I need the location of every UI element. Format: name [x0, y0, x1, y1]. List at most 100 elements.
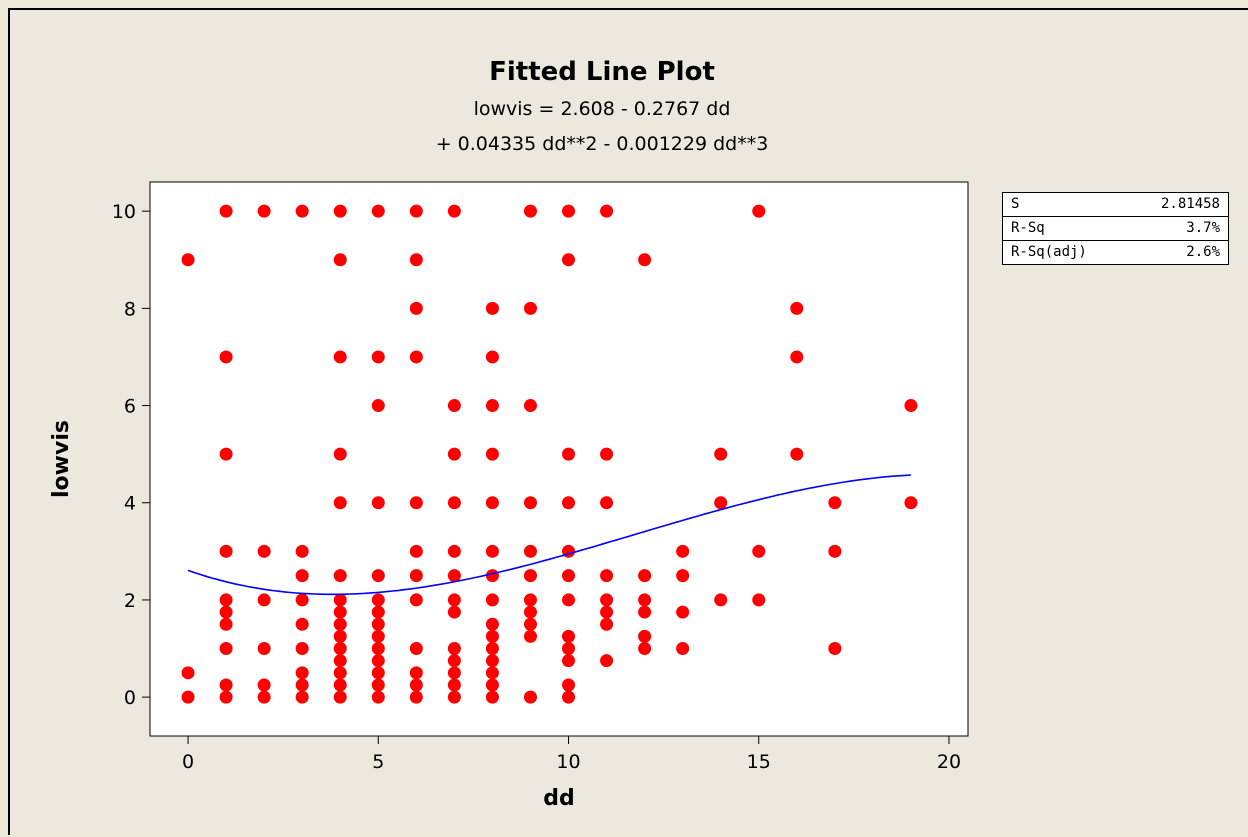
data-point — [295, 690, 309, 704]
data-point — [371, 629, 385, 643]
data-point — [333, 629, 347, 643]
data-point — [447, 642, 461, 656]
data-point — [828, 642, 842, 656]
data-point — [295, 593, 309, 607]
data-point — [600, 447, 614, 461]
data-point — [485, 654, 499, 668]
data-point — [371, 654, 385, 668]
data-point — [447, 678, 461, 692]
data-point — [485, 642, 499, 656]
data-point — [257, 204, 271, 218]
data-point — [219, 690, 233, 704]
data-point — [447, 666, 461, 680]
data-point — [523, 605, 537, 619]
x-tick-label: 0 — [182, 751, 194, 773]
data-point — [600, 605, 614, 619]
data-point — [409, 496, 423, 510]
data-point — [257, 690, 271, 704]
data-point — [523, 617, 537, 631]
data-point — [371, 350, 385, 364]
data-point — [257, 642, 271, 656]
data-point — [600, 617, 614, 631]
data-point — [562, 629, 576, 643]
data-point — [409, 666, 423, 680]
data-point — [219, 204, 233, 218]
plot-area — [149, 181, 969, 737]
data-point — [562, 569, 576, 583]
data-point — [485, 544, 499, 558]
data-point — [371, 642, 385, 656]
fitted-line-plot: Fitted Line Plot lowvis = 2.608 - 0.2767… — [49, 57, 969, 811]
data-point — [485, 593, 499, 607]
data-point — [638, 253, 652, 267]
x-tick-label: 10 — [556, 751, 580, 773]
fitted-curve — [187, 474, 911, 596]
data-point — [562, 253, 576, 267]
y-axis-title: lowvis — [49, 420, 74, 498]
data-point — [295, 666, 309, 680]
stats-row: S 2.81458 — [1003, 193, 1228, 216]
data-point — [219, 605, 233, 619]
data-point — [219, 447, 233, 461]
data-point — [409, 204, 423, 218]
y-tick-label: 10 — [112, 201, 136, 223]
data-point — [523, 593, 537, 607]
data-point — [371, 569, 385, 583]
data-point — [562, 593, 576, 607]
data-point — [295, 204, 309, 218]
data-point — [447, 654, 461, 668]
data-point — [371, 593, 385, 607]
data-point — [371, 399, 385, 413]
data-point — [333, 350, 347, 364]
x-tick-label: 5 — [372, 751, 384, 773]
data-point — [219, 544, 233, 558]
data-point — [371, 690, 385, 704]
data-point — [676, 569, 690, 583]
data-point — [562, 654, 576, 668]
data-point — [333, 617, 347, 631]
data-point — [447, 447, 461, 461]
data-point — [257, 593, 271, 607]
data-point — [600, 654, 614, 668]
data-point — [409, 253, 423, 267]
x-tick-label: 15 — [747, 751, 771, 773]
data-point — [257, 678, 271, 692]
data-point — [257, 544, 271, 558]
data-point — [333, 678, 347, 692]
data-point — [485, 447, 499, 461]
data-point — [714, 496, 728, 510]
data-point — [676, 544, 690, 558]
x-tick-label: 20 — [937, 751, 961, 773]
data-point — [295, 642, 309, 656]
data-point — [409, 642, 423, 656]
data-point — [219, 617, 233, 631]
data-point — [485, 617, 499, 631]
data-point — [409, 593, 423, 607]
data-point — [752, 544, 766, 558]
data-point — [485, 399, 499, 413]
data-point — [523, 301, 537, 315]
data-point — [485, 678, 499, 692]
data-point — [676, 642, 690, 656]
data-point — [600, 204, 614, 218]
stats-row: R-Sq(adj) 2.6% — [1003, 240, 1228, 264]
data-point — [562, 690, 576, 704]
data-point — [295, 544, 309, 558]
data-point — [752, 593, 766, 607]
data-point — [790, 301, 804, 315]
data-point — [181, 666, 195, 680]
stats-table: S 2.81458 R-Sq 3.7% R-Sq(adj) 2.6% — [1002, 192, 1229, 265]
data-point — [333, 605, 347, 619]
data-point — [447, 204, 461, 218]
data-point — [371, 605, 385, 619]
data-point — [447, 569, 461, 583]
x-axis: 0 5 10 15 20 — [182, 736, 961, 773]
data-point — [295, 569, 309, 583]
x-axis-title: dd — [543, 786, 575, 811]
data-point — [600, 569, 614, 583]
y-tick-label: 0 — [124, 687, 136, 709]
data-point — [676, 605, 690, 619]
data-point — [790, 447, 804, 461]
data-point — [219, 350, 233, 364]
data-point — [523, 204, 537, 218]
